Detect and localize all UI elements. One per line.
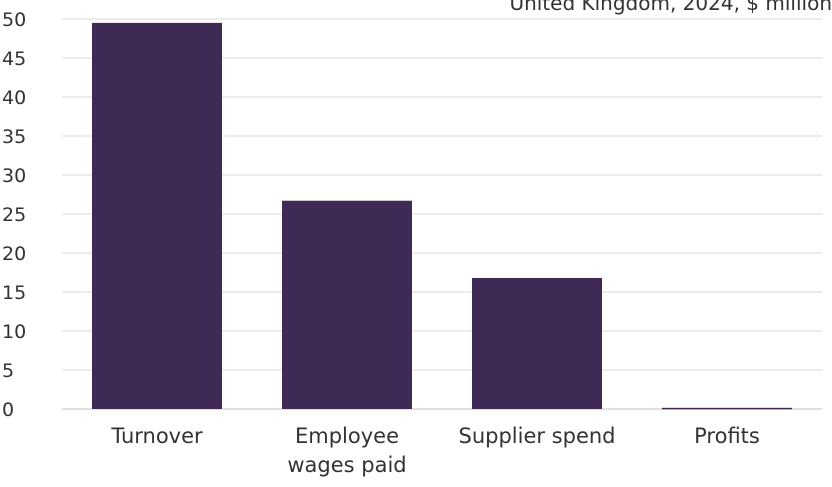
chart-subtitle: United Kingdom, 2024, $ million [509, 0, 832, 15]
bar [282, 200, 412, 409]
x-axis-categories: Turnover Employee wages paid Supplier spend… [110, 424, 760, 477]
x-category-label: Supplier spend [458, 424, 615, 448]
x-category-label: Turnover [110, 424, 203, 448]
y-tick-label: 15 [2, 282, 26, 304]
bar [92, 22, 222, 410]
y-tick-label: 5 [2, 360, 14, 382]
bars [92, 22, 792, 410]
bar [662, 407, 792, 410]
y-axis-ticks: 0 5 10 15 20 25 30 35 40 45 50 [2, 9, 26, 421]
x-category-label: Profits [694, 424, 760, 448]
y-tick-label: 25 [2, 204, 26, 226]
bar [472, 277, 602, 409]
y-tick-label: 0 [2, 399, 14, 421]
y-tick-label: 10 [2, 321, 26, 343]
y-tick-label: 45 [2, 48, 26, 70]
x-category-label: Employee wages paid [287, 424, 406, 477]
y-tick-label: 40 [2, 87, 26, 109]
y-tick-label: 20 [2, 243, 26, 265]
y-tick-label: 50 [2, 9, 26, 31]
y-tick-label: 35 [2, 126, 26, 148]
y-tick-label: 30 [2, 165, 26, 187]
